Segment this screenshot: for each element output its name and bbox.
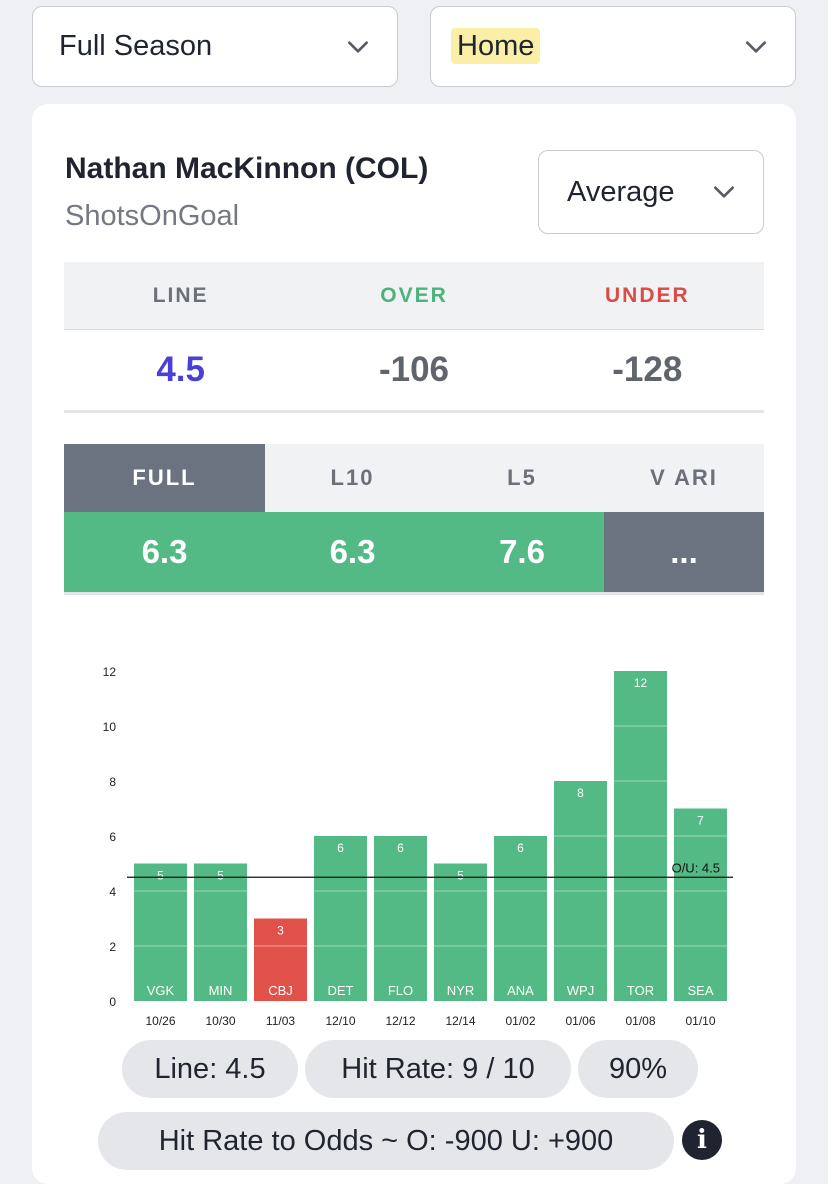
bar-value-label: 12 bbox=[634, 676, 648, 690]
y-tick-label: 12 bbox=[103, 665, 117, 679]
bar-value-label: 6 bbox=[517, 841, 524, 855]
player-name: Nathan MacKinnon (COL) bbox=[65, 152, 429, 185]
y-tick-label: 6 bbox=[109, 830, 116, 844]
venue-select-value: Home bbox=[451, 28, 541, 64]
tab-vs-opponent[interactable]: V ARI bbox=[650, 465, 718, 490]
avg-full: 6.3 bbox=[64, 512, 265, 592]
bar-opponent-label: VGK bbox=[147, 983, 175, 998]
bar bbox=[194, 863, 247, 1001]
bar-opponent-label: DET bbox=[328, 983, 354, 998]
y-tick-label: 2 bbox=[109, 940, 116, 954]
bar-value-label: 3 bbox=[277, 924, 284, 938]
over-header: OVER bbox=[380, 284, 448, 307]
avg-l10: 6.3 bbox=[265, 512, 440, 592]
split-averages: 6.3 6.3 7.6 ... bbox=[64, 512, 764, 595]
y-tick-label: 8 bbox=[109, 775, 116, 789]
bar-value-label: 6 bbox=[397, 841, 404, 855]
bar bbox=[614, 671, 667, 1001]
x-tick-label: 12/14 bbox=[445, 1014, 475, 1028]
bar-opponent-label: TOR bbox=[627, 983, 654, 998]
line-pill: Line: 4.5 bbox=[122, 1040, 298, 1098]
bar bbox=[314, 836, 367, 1001]
chevron-down-icon bbox=[714, 186, 734, 198]
bar-opponent-label: SEA bbox=[687, 983, 713, 998]
season-select[interactable]: Full Season bbox=[32, 6, 398, 87]
hit-rate-pill: Hit Rate: 9 / 10 bbox=[305, 1040, 571, 1098]
x-tick-label: 01/02 bbox=[505, 1014, 535, 1028]
bar-value-label: 7 bbox=[697, 814, 704, 828]
x-tick-label: 01/08 bbox=[625, 1014, 655, 1028]
bar bbox=[254, 918, 307, 1001]
line-header: LINE bbox=[152, 284, 209, 307]
chevron-down-icon bbox=[746, 40, 766, 53]
tab-l5[interactable]: L5 bbox=[507, 465, 537, 490]
x-tick-label: 10/26 bbox=[145, 1014, 175, 1028]
split-tabs: FULL L10 L5 V ARI bbox=[64, 444, 764, 512]
tab-full[interactable]: FULL bbox=[64, 444, 265, 512]
tab-l10[interactable]: L10 bbox=[330, 465, 375, 490]
odds-header: LINE OVER UNDER bbox=[64, 262, 764, 330]
bar bbox=[434, 863, 487, 1001]
mode-select-value: Average bbox=[567, 175, 675, 208]
x-tick-label: 11/03 bbox=[266, 1014, 295, 1028]
bar-opponent-label: NYR bbox=[447, 983, 474, 998]
info-icon[interactable]: i bbox=[682, 1120, 722, 1160]
under-odds: -128 bbox=[612, 350, 683, 389]
venue-select[interactable]: Home bbox=[430, 6, 796, 87]
bar-opponent-label: MIN bbox=[209, 983, 233, 998]
odds-values: 4.5 -106 -128 bbox=[64, 330, 764, 413]
season-select-value: Full Season bbox=[59, 30, 213, 62]
bar bbox=[554, 781, 607, 1001]
x-tick-label: 01/10 bbox=[685, 1014, 715, 1028]
hit-rate-odds-pill: Hit Rate to Odds ~ O: -900 U: +900 bbox=[98, 1112, 674, 1170]
ou-line-label: O/U: 4.5 bbox=[672, 860, 720, 875]
bar-value-label: 6 bbox=[337, 841, 344, 855]
under-header: UNDER bbox=[604, 284, 690, 307]
bar-value-label: 8 bbox=[577, 786, 584, 800]
bar-value-label: 5 bbox=[457, 869, 464, 883]
x-tick-label: 10/30 bbox=[205, 1014, 235, 1028]
x-tick-label: 12/10 bbox=[325, 1014, 355, 1028]
bar bbox=[374, 836, 427, 1001]
bar-value-label: 5 bbox=[217, 869, 224, 883]
bar-value-label: 5 bbox=[157, 869, 164, 883]
y-tick-label: 0 bbox=[109, 995, 116, 1009]
bar bbox=[494, 836, 547, 1001]
bar-opponent-label: FLO bbox=[388, 983, 413, 998]
avg-vs-opponent[interactable]: ... bbox=[604, 512, 764, 592]
x-tick-label: 01/06 bbox=[565, 1014, 595, 1028]
avg-l5: 7.6 bbox=[440, 512, 604, 592]
player-prop-card: Nathan MacKinnon (COL) ShotsOnGoal Avera… bbox=[32, 104, 796, 1184]
bar-opponent-label: ANA bbox=[507, 983, 534, 998]
stat-type: ShotsOnGoal bbox=[65, 200, 240, 232]
x-tick-label: 12/12 bbox=[385, 1014, 415, 1028]
bar bbox=[674, 808, 727, 1001]
over-odds: -106 bbox=[378, 350, 450, 389]
y-tick-label: 4 bbox=[109, 885, 116, 899]
game-log-chart: 0 2 4 6 8 10 12 5 VGK 10/26 5 MIN 10/30 3 CBJ 11/03 6 DET… bbox=[103, 665, 733, 1028]
hit-pct-pill: 90% bbox=[578, 1040, 698, 1098]
y-tick-label: 10 bbox=[103, 720, 117, 734]
bar-opponent-label: WPJ bbox=[567, 983, 594, 998]
chevron-down-icon bbox=[348, 40, 368, 53]
bar bbox=[134, 863, 187, 1001]
line-value: 4.5 bbox=[156, 350, 205, 389]
bar-opponent-label: CBJ bbox=[268, 983, 293, 998]
mode-select[interactable]: Average bbox=[538, 150, 764, 234]
